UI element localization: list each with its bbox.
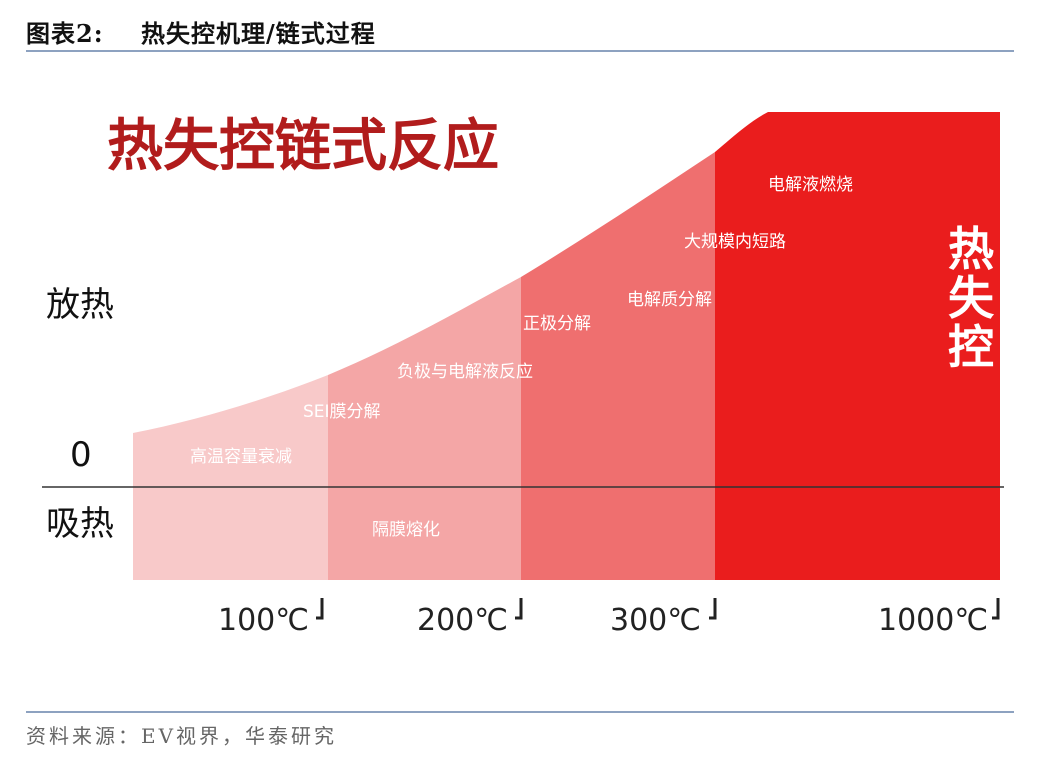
exothermic-label: 放热: [46, 285, 114, 325]
temperature-mark: 300℃: [610, 603, 701, 638]
temperature-tick: [992, 598, 1000, 620]
stage-band-4: [715, 112, 1000, 580]
stage-band-2: [328, 277, 521, 580]
figure-title: 图表2: 热失控机理/链式过程: [26, 19, 376, 48]
temperature-mark: 100℃: [218, 603, 309, 638]
diagram-heading: 热失控链式反应: [107, 114, 499, 179]
event-label: 正极分解: [523, 314, 591, 334]
source-note: 资料来源：EV视界，华泰研究: [26, 724, 338, 748]
zero-label: 0: [70, 435, 92, 475]
event-label: 大规模内短路: [684, 232, 786, 252]
temperature-mark: 200℃: [417, 603, 508, 638]
temperature-tick: [515, 598, 523, 620]
event-label: 隔膜熔化: [372, 520, 440, 540]
temperature-tick: [316, 598, 324, 620]
stage-band-3: [521, 152, 715, 580]
bottom-divider: [26, 711, 1014, 713]
temperature-tick: [709, 598, 717, 620]
stage-band-1: [133, 375, 328, 580]
final-state-char: 失: [948, 271, 995, 325]
event-label: 电解液燃烧: [768, 175, 853, 195]
final-state-char: 控: [948, 320, 994, 374]
event-label: 高温容量衰减: [190, 447, 292, 467]
event-label: SEI膜分解: [303, 402, 381, 422]
top-divider: [26, 50, 1014, 52]
final-state-char: 热: [948, 222, 994, 276]
event-label: 负极与电解液反应: [397, 362, 533, 382]
endothermic-label: 吸热: [46, 504, 114, 544]
temperature-mark: 1000℃: [878, 603, 988, 638]
event-label: 电解质分解: [627, 290, 712, 310]
